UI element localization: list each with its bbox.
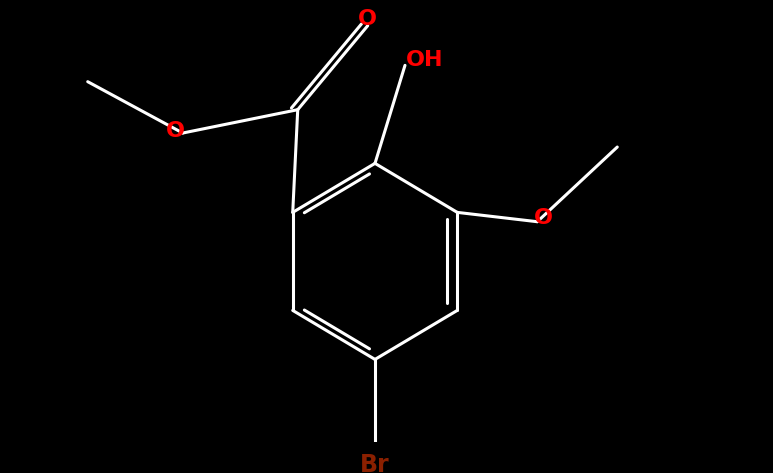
Text: Br: Br [360,453,390,473]
Text: O: O [165,121,185,141]
Text: O: O [534,208,553,228]
Text: O: O [358,9,377,29]
Text: OH: OH [406,50,443,70]
